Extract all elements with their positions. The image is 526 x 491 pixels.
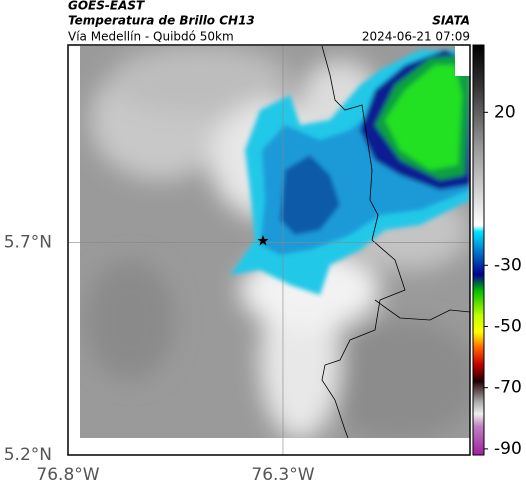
satellite-image bbox=[80, 46, 470, 438]
route: Vía Medellín - Quibdó 50km bbox=[68, 30, 234, 44]
y-tick-label: 5.7°N bbox=[4, 232, 52, 252]
satellite: GOES-EAST bbox=[68, 0, 145, 13]
timestamp: 2024-06-21 07:09 bbox=[362, 30, 470, 44]
map-frame bbox=[67, 44, 471, 456]
header: GOES-EAST Temperatura de Brillo CH13 Vía… bbox=[68, 0, 470, 44]
graticule: 76.8°W 76.3°W 5.2°N 5.7°N bbox=[4, 45, 470, 485]
x-tick-label: 76.8°W bbox=[36, 465, 99, 485]
colorbar bbox=[472, 44, 485, 456]
colorbar-ticks: 20 -30 -50 -70 -90 bbox=[484, 102, 522, 459]
x-tick-label: 76.3°W bbox=[251, 465, 314, 485]
source: SIATA bbox=[432, 14, 470, 28]
colorbar-tick-label: -50 bbox=[494, 316, 522, 336]
colorbar-tick-label: 20 bbox=[494, 102, 516, 122]
colorbar-tick-label: -90 bbox=[494, 439, 522, 459]
location-marker bbox=[257, 235, 269, 246]
colorbar-tick-label: -70 bbox=[494, 378, 522, 398]
product: Temperatura de Brillo CH13 bbox=[68, 14, 255, 28]
y-tick-label: 5.2°N bbox=[4, 445, 52, 465]
borders bbox=[321, 46, 470, 438]
colorbar-tick-label: -30 bbox=[494, 255, 522, 275]
